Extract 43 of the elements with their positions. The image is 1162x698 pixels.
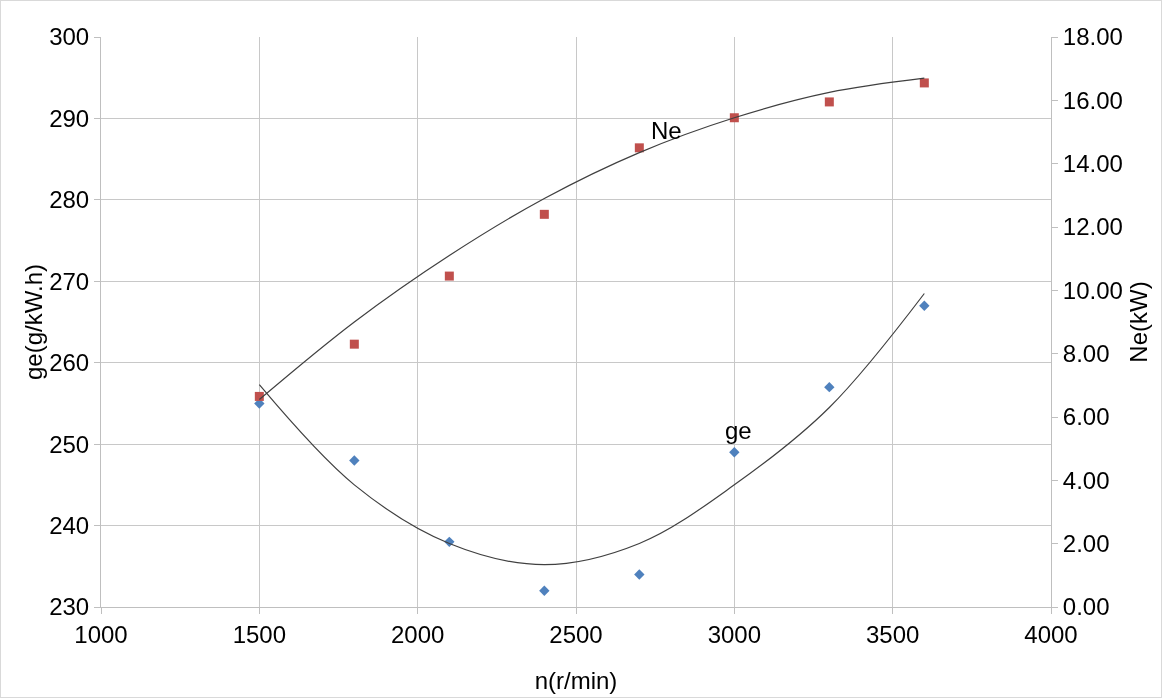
series-label: ge (725, 417, 752, 444)
y2-tick-label: 12.00 (1062, 213, 1123, 241)
point (729, 447, 740, 458)
x-tick-label: 1000 (74, 620, 128, 648)
y2-tick-label: 10.00 (1062, 276, 1123, 304)
point (919, 300, 930, 311)
y-tick-label: 260 (49, 349, 90, 377)
point (824, 97, 834, 107)
y2-tick-label: 8.00 (1062, 340, 1110, 368)
x-axis-title: n(r/min) (534, 667, 618, 694)
y2-tick-label: 18.00 (1062, 23, 1123, 51)
series-label: Ne (651, 117, 682, 144)
point (539, 585, 550, 596)
point (539, 209, 549, 219)
y-tick-label: 250 (49, 430, 90, 458)
point (824, 381, 835, 393)
x-tick-label: 2000 (390, 620, 445, 648)
point (444, 271, 454, 281)
y-axis-title: ge(g/kW.h) (20, 263, 48, 381)
y2-tick-label: 14.00 (1062, 150, 1123, 178)
y-tick-label: 290 (49, 104, 90, 132)
x-tick-label: 1500 (232, 620, 287, 648)
x-tick-label: 4000 (1024, 620, 1078, 648)
y2-axis-title: Ne(kW) (1124, 281, 1152, 363)
x-tick-label: 3500 (865, 620, 920, 648)
y-tick-label: 240 (49, 511, 90, 539)
y2-tick-label: 0.00 (1062, 593, 1110, 621)
point (349, 339, 359, 349)
x-tick-label: 3000 (707, 620, 762, 648)
y-tick-label: 230 (49, 593, 90, 621)
y-tick-label: 270 (49, 267, 90, 295)
point (919, 78, 929, 88)
point (349, 455, 360, 466)
y-tick-label: 280 (49, 186, 90, 214)
y-tick-label: 300 (49, 23, 90, 51)
point (254, 391, 264, 401)
point (634, 143, 644, 153)
y2-tick-label: 6.00 (1062, 403, 1110, 431)
point (634, 569, 645, 580)
y2-tick-label: 2.00 (1062, 530, 1110, 558)
x-tick-label: 2500 (549, 620, 603, 648)
y2-tick-label: 16.00 (1062, 86, 1123, 114)
y2-tick-label: 4.00 (1062, 466, 1110, 494)
